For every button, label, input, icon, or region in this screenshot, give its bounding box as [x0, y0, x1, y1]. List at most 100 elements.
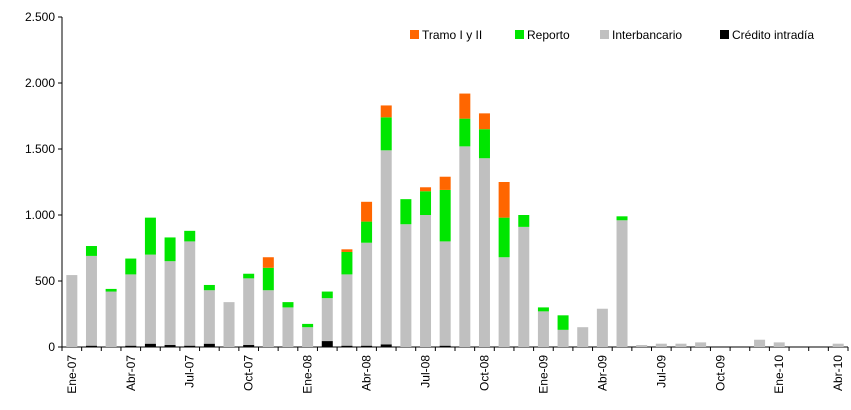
bar-segment	[282, 302, 294, 308]
legend-swatch	[600, 30, 609, 39]
bar-segment	[439, 189, 451, 242]
y-tick-label: 1.500	[25, 142, 55, 156]
bar-segment	[537, 311, 549, 347]
bar-segment	[695, 342, 707, 347]
bar-segment	[105, 291, 117, 347]
x-tick-label: Abr-08	[360, 355, 374, 391]
bar-segment	[184, 345, 196, 347]
bar-segment	[754, 339, 766, 347]
x-tick-label: Abr-10	[831, 355, 845, 391]
bar-segment	[66, 275, 78, 347]
bar-segment	[125, 274, 137, 346]
bar-segment	[203, 284, 215, 291]
bar-segment	[243, 278, 255, 346]
bar-segment	[400, 199, 412, 225]
bar-segment	[341, 251, 353, 275]
legend-label: Tramo I y II	[422, 28, 482, 42]
bar-segment	[380, 105, 392, 118]
bar-segment	[577, 327, 589, 347]
bar-segment	[144, 343, 156, 347]
x-tick-label: Jul-07	[183, 355, 197, 388]
bar-segment	[773, 342, 785, 347]
y-tick-label: 2.000	[25, 76, 55, 90]
bar-segment	[478, 129, 490, 159]
x-tick-label: Ene-09	[536, 355, 550, 394]
bar-segment	[557, 329, 569, 347]
legend-swatch	[720, 30, 729, 39]
y-tick-label: 2.500	[25, 10, 55, 24]
bar-segment	[518, 215, 530, 227]
bar-segment	[636, 345, 648, 347]
bar-segment	[243, 345, 255, 347]
bar-segment	[459, 118, 471, 147]
bar-segment	[85, 345, 97, 347]
bar-segment	[420, 215, 432, 347]
x-tick-label: Jul-08	[419, 355, 433, 388]
bar-segment	[655, 343, 667, 347]
legend-label: Reporto	[527, 28, 570, 42]
y-tick-label: 0	[48, 340, 55, 354]
bar-segment	[184, 230, 196, 242]
x-tick-label: Abr-07	[124, 355, 138, 391]
bar-segment	[144, 217, 156, 255]
bar-segment	[420, 191, 432, 215]
bar-segment	[439, 241, 451, 346]
bar-segment	[459, 146, 471, 347]
bar-segment	[361, 221, 373, 243]
legend-label: Interbancario	[612, 28, 682, 42]
bar-segment	[361, 345, 373, 347]
bar-segment	[380, 150, 392, 345]
bar-segment	[125, 258, 137, 275]
bar-segment	[282, 307, 294, 347]
bar-segment	[439, 176, 451, 190]
bar-segment	[518, 226, 530, 347]
bar-segment	[321, 298, 333, 342]
x-tick-label: Ene-08	[301, 355, 315, 394]
bar-segment	[203, 343, 215, 347]
legend-label: Crédito intradía	[732, 28, 814, 42]
bar-segment	[832, 343, 844, 347]
bar-segment	[164, 237, 176, 262]
x-tick-label: Oct-09	[713, 355, 727, 391]
bar-segment	[616, 220, 628, 347]
bar-segment	[557, 315, 569, 330]
bar-segment	[85, 255, 97, 346]
bar-segment	[439, 345, 451, 347]
bar-segment	[459, 93, 471, 119]
bar-segment	[498, 217, 510, 258]
x-tick-label: Ene-07	[65, 355, 79, 394]
bar-segment	[164, 345, 176, 347]
bar-segment	[361, 242, 373, 346]
bar-segment	[341, 345, 353, 347]
bar-segment	[616, 216, 628, 221]
bar-segment	[596, 308, 608, 347]
bar-segment	[223, 302, 235, 347]
bar-segment	[262, 257, 274, 268]
bar-segment	[144, 254, 156, 344]
bar-segment	[321, 291, 333, 299]
bar-segment	[85, 246, 97, 256]
x-tick-label: Jul-09	[654, 355, 668, 388]
bar-segment	[420, 187, 432, 192]
bar-segment	[380, 117, 392, 151]
x-tick-label: Abr-09	[595, 355, 609, 391]
bar-segment	[262, 267, 274, 291]
y-tick-label: 1.000	[25, 208, 55, 222]
bar-segment	[478, 113, 490, 130]
bar-segment	[498, 182, 510, 218]
bar-segment	[203, 290, 215, 344]
x-tick-label: Oct-07	[242, 355, 256, 391]
bar-segment	[302, 323, 314, 328]
x-tick-label: Oct-08	[477, 355, 491, 391]
bar-segment	[361, 201, 373, 222]
bar-segment	[164, 261, 176, 346]
bar-segment	[125, 345, 137, 347]
bar-segment	[105, 288, 117, 292]
bar-segment	[321, 341, 333, 347]
legend-swatch	[515, 30, 524, 39]
bar-segment	[380, 344, 392, 347]
bar-segment	[243, 273, 255, 279]
bar-segment	[498, 257, 510, 347]
bar-segment	[341, 274, 353, 346]
